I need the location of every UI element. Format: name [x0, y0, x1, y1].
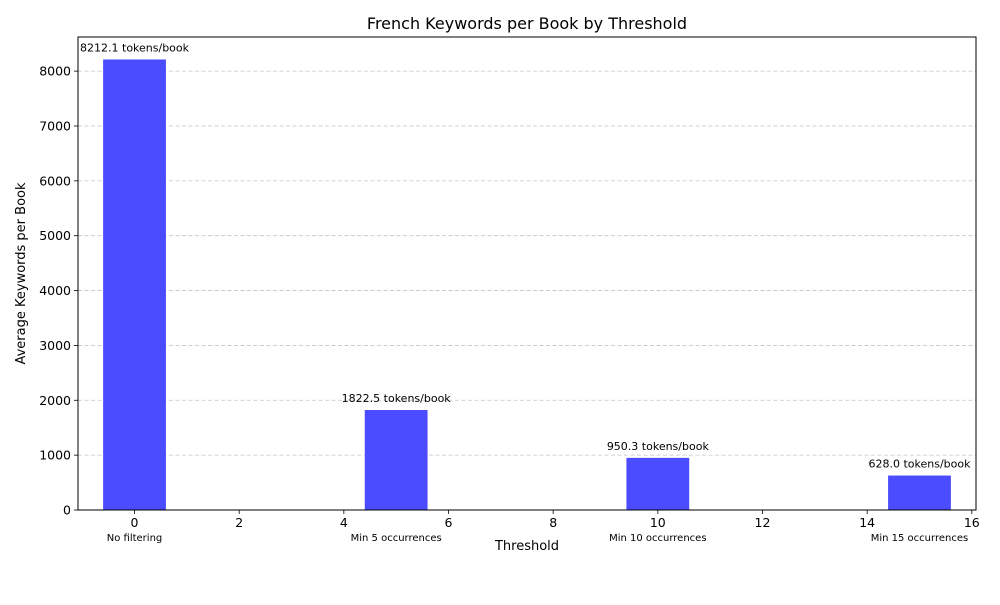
x-axis-ticks: 0 2 4 6 8 10 12 14 16: [131, 510, 980, 530]
x-tick-label: 10: [650, 515, 666, 530]
y-tick-label: 2000: [39, 393, 71, 408]
data-labels: 8212.1 tokens/book 1822.5 tokens/book 950.…: [80, 41, 971, 470]
category-label: Min 5 occurrences: [351, 533, 442, 544]
x-tick-label: 2: [235, 515, 243, 530]
y-tick-label: 1000: [39, 448, 71, 463]
x-tick-label: 6: [445, 515, 453, 530]
bar: [364, 410, 428, 510]
x-tick-label: 0: [131, 515, 139, 530]
x-axis-title: Threshold: [494, 539, 559, 554]
bar: [888, 475, 951, 510]
x-tick-label: 12: [755, 515, 771, 530]
data-label: 1822.5 tokens/book: [342, 392, 452, 405]
data-label: 628.0 tokens/book: [868, 458, 971, 471]
category-label: Min 15 occurrences: [871, 533, 968, 544]
y-tick-label: 7000: [39, 118, 71, 133]
x-tick-label: 14: [859, 515, 875, 530]
y-tick-label: 4000: [39, 283, 71, 298]
y-tick-label: 6000: [39, 173, 71, 188]
y-tick-label: 3000: [39, 338, 71, 353]
y-tick-label: 8000: [39, 64, 71, 79]
category-label: Min 10 occurrences: [609, 533, 706, 544]
category-label: No filtering: [107, 533, 163, 544]
gridlines: [78, 70, 976, 456]
category-labels: No filtering Min 5 occurrences Min 10 occu…: [107, 533, 968, 544]
bar: [103, 59, 166, 511]
data-label: 950.3 tokens/book: [607, 440, 710, 453]
chart-title: French Keywords per Book by Threshold: [367, 14, 687, 33]
data-label: 8212.1 tokens/book: [80, 41, 190, 54]
bars: [103, 59, 951, 511]
y-tick-label: 5000: [39, 228, 71, 243]
bar: [626, 457, 690, 510]
x-tick-label: 4: [340, 515, 348, 530]
x-tick-label: 8: [549, 515, 557, 530]
y-axis-ticks: 0 1000 2000 3000 4000 5000 6000 7000 8000: [39, 64, 78, 518]
x-tick-label: 16: [964, 515, 980, 530]
y-tick-label: 0: [63, 503, 71, 518]
y-axis-title: Average Keywords per Book: [14, 182, 29, 364]
plot-frame: [77, 36, 977, 511]
